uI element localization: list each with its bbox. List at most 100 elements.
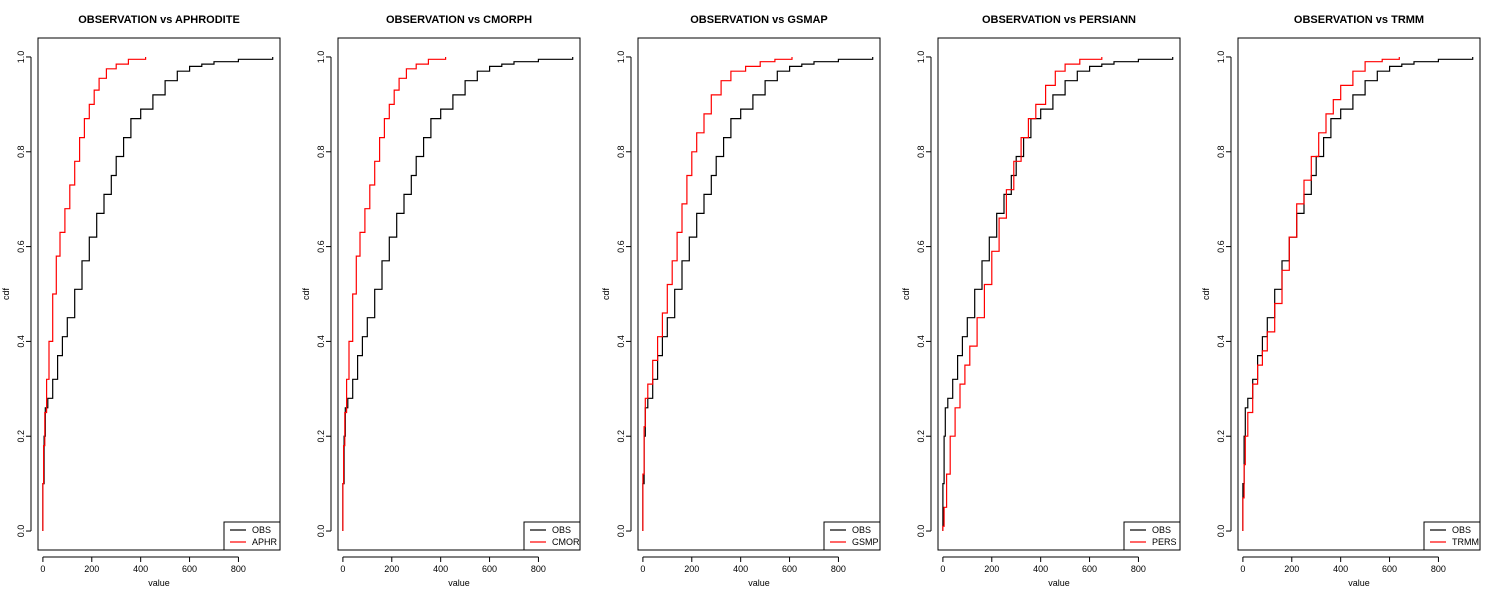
x-axis-label: value (148, 578, 170, 588)
series-line-obs (342, 57, 574, 531)
x-tick-label: 200 (684, 564, 699, 574)
y-tick-label: 0.0 (16, 525, 26, 538)
x-tick-label: 0 (1240, 564, 1245, 574)
y-tick-label: 0.8 (316, 146, 326, 159)
plot-frame (937, 37, 1181, 551)
y-tick-label: 1.0 (616, 51, 626, 64)
y-tick-label: 0.4 (916, 335, 926, 348)
y-tick-label: 0.2 (616, 430, 626, 443)
plot-frame (1237, 37, 1481, 551)
legend: OBS TRMM (1423, 521, 1481, 551)
x-tick-label: 800 (531, 564, 546, 574)
legend-box (823, 521, 881, 551)
x-tick-label: 0 (40, 564, 45, 574)
y-tick-label: 0.6 (1216, 240, 1226, 253)
x-axis-label: value (748, 578, 770, 588)
y-axis-label: cdf (301, 288, 311, 301)
series-line-obs (942, 57, 1174, 531)
x-tick-label: 200 (84, 564, 99, 574)
y-tick-label: 0.4 (616, 335, 626, 348)
y-tick-label: 0.8 (1216, 146, 1226, 159)
legend-label: OBS (252, 525, 271, 535)
legend-label: TRMM (1452, 537, 1479, 547)
x-tick-label: 200 (384, 564, 399, 574)
legend-box (523, 521, 581, 551)
y-tick-label: 0.0 (916, 525, 926, 538)
legend-label: OBS (1152, 525, 1171, 535)
y-tick-label: 0.8 (916, 146, 926, 159)
chart-title: OBSERVATION vs APHRODITE (78, 14, 240, 26)
legend: OBS GSMP (823, 521, 881, 551)
y-tick-label: 1.0 (1216, 51, 1226, 64)
y-tick-label: 0.2 (1216, 430, 1226, 443)
x-tick-label: 800 (1131, 564, 1146, 574)
x-tick-label: 200 (984, 564, 999, 574)
y-tick-label: 0.8 (16, 146, 26, 159)
x-tick-label: 400 (733, 564, 748, 574)
series-line-gsmp (642, 57, 793, 531)
legend: OBS PERS (1123, 521, 1181, 551)
legend: OBS CMOR (523, 521, 581, 551)
series-line-cmor (342, 57, 447, 531)
legend-box (223, 521, 281, 551)
y-tick-label: 0.4 (316, 335, 326, 348)
series-line-aphr (42, 57, 147, 531)
y-axis-label: cdf (1201, 288, 1211, 301)
x-tick-label: 0 (940, 564, 945, 574)
plot-frame (637, 37, 881, 551)
series-line-obs (42, 57, 274, 531)
x-tick-label: 600 (182, 564, 197, 574)
x-tick-label: 800 (831, 564, 846, 574)
x-tick-label: 600 (1382, 564, 1397, 574)
x-tick-label: 400 (1333, 564, 1348, 574)
y-axis-label: cdf (901, 288, 911, 301)
x-tick-label: 600 (1082, 564, 1097, 574)
legend-label: OBS (552, 525, 571, 535)
y-tick-label: 1.0 (316, 51, 326, 64)
x-tick-label: 400 (433, 564, 448, 574)
x-tick-label: 0 (340, 564, 345, 574)
y-axis-label: cdf (601, 288, 611, 301)
x-tick-label: 800 (231, 564, 246, 574)
chart-panel-1: OBSERVATION vs APHRODITE 0 200 400 600 800 val… (1, 14, 281, 588)
y-tick-label: 0.4 (1216, 335, 1226, 348)
chart-title: OBSERVATION vs GSMAP (690, 14, 828, 26)
chart-panel-2: OBSERVATION vs CMORPH 0 200 400 600 800 value 0… (301, 14, 581, 588)
x-tick-label: 600 (482, 564, 497, 574)
y-tick-label: 1.0 (16, 51, 26, 64)
y-tick-label: 0.2 (16, 430, 26, 443)
y-tick-label: 0.0 (1216, 525, 1226, 538)
series-line-obs (642, 57, 874, 531)
x-tick-label: 800 (1431, 564, 1446, 574)
x-axis-label: value (1348, 578, 1370, 588)
plot-frame (37, 37, 281, 551)
legend: OBS APHR (223, 521, 281, 551)
series-line-obs (1242, 57, 1474, 531)
y-tick-label: 0.2 (916, 430, 926, 443)
y-tick-label: 0.6 (16, 240, 26, 253)
legend-box (1123, 521, 1181, 551)
chart-panel-3: OBSERVATION vs GSMAP 0 200 400 600 800 value 0.… (601, 14, 881, 588)
y-tick-label: 0.4 (16, 335, 26, 348)
x-axis-label: value (448, 578, 470, 588)
x-tick-label: 400 (1033, 564, 1048, 574)
x-axis-label: value (1048, 578, 1070, 588)
x-tick-label: 0 (640, 564, 645, 574)
chart-title: OBSERVATION vs TRMM (1294, 14, 1424, 26)
chart-title: OBSERVATION vs CMORPH (386, 14, 532, 26)
chart-panel-5: OBSERVATION vs TRMM 0 200 400 600 800 value 0.0… (1201, 14, 1481, 588)
y-tick-label: 0.2 (316, 430, 326, 443)
y-axis-label: cdf (1, 288, 11, 301)
y-tick-label: 0.6 (916, 240, 926, 253)
y-tick-label: 1.0 (916, 51, 926, 64)
x-tick-label: 200 (1284, 564, 1299, 574)
legend-box (1423, 521, 1481, 551)
y-tick-label: 0.6 (616, 240, 626, 253)
x-tick-label: 600 (782, 564, 797, 574)
series-line-trmm (1242, 57, 1400, 531)
chart-panel-4: OBSERVATION vs PERSIANN 0 200 400 600 800 valu… (901, 14, 1181, 588)
legend-label: GSMP (852, 537, 879, 547)
y-tick-label: 0.0 (316, 525, 326, 538)
y-tick-label: 0.8 (616, 146, 626, 159)
